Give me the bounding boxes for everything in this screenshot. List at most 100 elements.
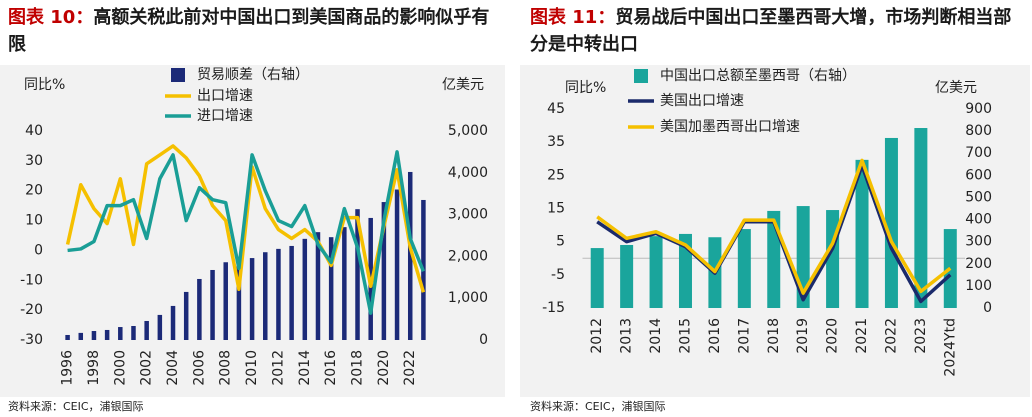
x-tick-label: 2002 — [139, 350, 155, 386]
x-tick-label: 2019 — [795, 318, 811, 354]
bar — [157, 314, 163, 340]
y-tick-label: -10 — [20, 272, 43, 288]
bar — [315, 232, 321, 340]
chart: 同比% 亿美元 -30 -20 -10 0 10 20 30 40 0 1,000 2,000 3,0… — [0, 65, 505, 397]
source: 资料来源：CEIC，浦银国际 — [8, 400, 144, 413]
y2-tick-label: 5,000 — [448, 123, 488, 139]
bar — [118, 327, 123, 340]
figure-label: 图表 11： — [530, 7, 616, 28]
x-tick-label: 2013 — [619, 318, 635, 354]
chart-title: 图表 10：高额关税此前对中国出口到美国商品的影响似乎有限 — [8, 4, 503, 58]
bar — [590, 248, 604, 308]
y2-tick-label: 700 — [965, 145, 992, 161]
chart-title: 图表 11：贸易战后中国出口至墨西哥大增，市场判断相当部分是中转出口 — [530, 4, 1025, 58]
line — [65, 144, 426, 293]
bar — [737, 229, 751, 308]
bar — [914, 128, 928, 308]
bar — [183, 291, 189, 340]
x-tick-label: 2024Ytd — [942, 318, 958, 377]
legend-label: 美国加墨西哥出口增速 — [660, 119, 800, 135]
line — [67, 150, 426, 315]
x-tick-label: 2012 — [589, 318, 605, 354]
x-tick-label: 2017 — [736, 318, 752, 354]
y-tick-label: -30 — [20, 332, 43, 348]
bar — [144, 320, 149, 340]
x-tick-label: 2014 — [648, 318, 664, 354]
bar — [91, 331, 97, 340]
x-tick-label: 2004 — [165, 350, 181, 386]
y2-tick-label: 400 — [965, 212, 992, 228]
legend-label: 出口增速 — [197, 88, 253, 104]
bar — [302, 238, 308, 340]
bar — [884, 137, 898, 308]
y-tick-label: 30 — [25, 153, 43, 169]
y-tick-label: 0 — [34, 242, 43, 258]
legend-label: 贸易顺差（右轴） — [197, 67, 309, 83]
y-tick-label: 45 — [547, 101, 565, 117]
bar — [276, 248, 281, 340]
x-tick-label: 2022 — [402, 350, 418, 386]
bar — [210, 269, 215, 340]
y-tick-label: 5 — [556, 234, 565, 250]
x-tick-label: 2020 — [825, 318, 841, 354]
y-tick-label: 20 — [25, 183, 43, 199]
y2-tick-label: 1,000 — [448, 290, 488, 306]
x-tick-label: 2022 — [883, 318, 899, 354]
bar — [65, 334, 70, 340]
source: 资料来源：CEIC，浦银国际 — [530, 400, 666, 413]
y-tick-label: 15 — [547, 201, 565, 217]
x-tick-label: 2018 — [766, 318, 782, 354]
y-axis-label: 同比% — [24, 77, 65, 93]
y2-axis-label: 亿美元 — [442, 77, 484, 93]
y-tick-label: -20 — [20, 302, 43, 318]
x-tick-label: 1996 — [60, 350, 76, 386]
bar — [289, 245, 294, 340]
bar — [249, 258, 255, 340]
bar — [78, 332, 84, 340]
y2-tick-label: 200 — [965, 256, 992, 272]
bar — [197, 278, 202, 340]
x-tick-label: 2020 — [376, 350, 392, 386]
x-tick-label: 2000 — [112, 350, 128, 386]
legend-label: 中国出口总额至墨西哥（右轴） — [660, 68, 856, 84]
bar — [236, 266, 242, 340]
x-tick-label: 2014 — [297, 350, 313, 386]
bar — [407, 171, 413, 340]
y-tick-label: 25 — [547, 167, 565, 183]
background — [0, 65, 505, 397]
y2-tick-label: 4,000 — [448, 165, 488, 181]
line — [596, 158, 952, 295]
x-tick-label: 1998 — [86, 350, 102, 386]
y-tick-label: -5 — [551, 267, 565, 283]
bar — [855, 159, 869, 308]
x-tick-label: 2021 — [854, 318, 870, 354]
legend-label: 进口增速 — [197, 108, 253, 124]
y-tick-label: 35 — [547, 134, 565, 150]
bar — [381, 202, 387, 340]
x-tick-label: 2016 — [323, 350, 339, 386]
y2-tick-label: 500 — [965, 189, 992, 205]
x-tick-label: 2010 — [244, 350, 260, 386]
figure-label: 图表 10： — [8, 7, 94, 28]
y2-tick-label: 800 — [965, 123, 992, 139]
x-tick-label: 2015 — [677, 318, 693, 354]
y-axis-label: 同比% — [565, 80, 606, 96]
y2-tick-label: 3,000 — [448, 207, 488, 223]
legend-swatch — [171, 68, 185, 82]
y-tick-label: 10 — [25, 213, 43, 229]
y-tick-label: -15 — [542, 300, 565, 316]
bar — [328, 237, 334, 340]
x-tick-label: 2016 — [707, 318, 723, 354]
x-tick-label: 2018 — [350, 350, 366, 386]
y2-tick-label: 900 — [965, 101, 992, 117]
legend-label: 美国出口增速 — [660, 93, 744, 109]
bar — [104, 329, 110, 340]
bar — [342, 227, 347, 340]
chart: 同比% 亿美元 -15 -5 5 15 25 35 45 0 100 200 300 400 500 60… — [520, 65, 1030, 397]
y2-axis-label: 亿美元 — [935, 80, 977, 96]
bar — [223, 262, 228, 340]
x-tick-label: 2008 — [218, 350, 234, 386]
title-text: 高额关税此前对中国出口到美国商品的影响似乎有限 — [8, 7, 490, 55]
y2-tick-label: 0 — [983, 300, 992, 316]
bar — [131, 325, 136, 340]
